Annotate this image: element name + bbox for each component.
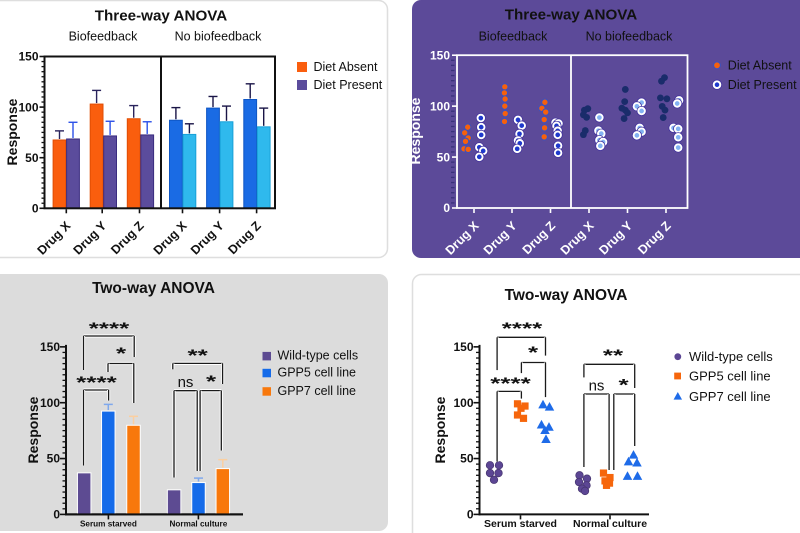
svg-text:Biofeedback: Biofeedback [479,30,549,44]
svg-text:150: 150 [453,340,473,354]
svg-text:**: ** [603,346,624,365]
svg-text:****: **** [502,319,543,338]
svg-text:Serum starved: Serum starved [80,520,137,529]
svg-text:Wild-type cells: Wild-type cells [278,348,359,362]
svg-text:50: 50 [47,452,61,466]
svg-text:150: 150 [40,340,60,354]
svg-text:Diet Present: Diet Present [728,78,797,92]
svg-text:Three-way ANOVA: Three-way ANOVA [505,7,638,24]
svg-text:GPP5 cell line: GPP5 cell line [689,368,771,383]
svg-text:Serum starved: Serum starved [484,518,557,530]
svg-text:Diet Present: Diet Present [314,78,383,92]
svg-text:Response: Response [432,396,448,463]
svg-text:*: * [206,372,217,391]
svg-text:Response: Response [407,97,423,164]
svg-text:****: **** [89,319,130,338]
svg-text:GPP7 cell line: GPP7 cell line [689,389,771,404]
svg-text:GPP7 cell line: GPP7 cell line [278,384,357,398]
svg-text:100: 100 [453,396,473,410]
svg-text:50: 50 [25,151,39,165]
svg-text:50: 50 [460,452,474,466]
svg-text:GPP5 cell line: GPP5 cell line [278,365,357,379]
svg-text:No biofeedback: No biofeedback [175,30,263,44]
svg-text:**: ** [187,346,208,365]
svg-text:Biofeedback: Biofeedback [69,30,139,44]
svg-text:Diet Absent: Diet Absent [314,60,378,74]
svg-text:Two-way ANOVA: Two-way ANOVA [92,280,215,297]
svg-text:Two-way ANOVA: Two-way ANOVA [505,287,628,304]
svg-text:No biofeedback: No biofeedback [586,30,674,44]
svg-text:100: 100 [430,99,450,113]
svg-text:*: * [116,344,127,363]
svg-text:150: 150 [430,48,450,62]
svg-text:*: * [618,375,629,394]
svg-text:0: 0 [467,508,474,522]
svg-text:100: 100 [18,100,38,114]
svg-text:Response: Response [25,396,41,463]
svg-text:0: 0 [53,508,60,522]
svg-text:****: **** [76,373,117,392]
svg-text:Normal culture: Normal culture [170,520,228,529]
svg-text:ns: ns [178,374,194,391]
svg-text:****: **** [490,374,531,393]
svg-text:Response: Response [4,98,20,165]
svg-text:50: 50 [437,150,451,164]
svg-text:0: 0 [443,201,450,215]
svg-text:Wild-type cells: Wild-type cells [689,349,773,364]
svg-text:150: 150 [18,50,38,64]
svg-text:Diet Absent: Diet Absent [728,59,792,73]
svg-text:100: 100 [40,396,60,410]
svg-text:0: 0 [32,202,39,216]
svg-text:Three-way ANOVA: Three-way ANOVA [95,8,228,25]
svg-text:Normal culture: Normal culture [573,518,647,530]
svg-text:*: * [528,343,539,362]
svg-text:ns: ns [589,378,605,395]
